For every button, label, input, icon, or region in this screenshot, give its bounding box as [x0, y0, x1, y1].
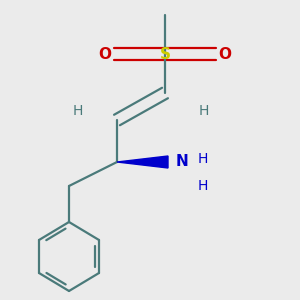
Text: S: S	[160, 46, 170, 62]
Text: H: H	[199, 104, 209, 118]
Text: H: H	[197, 179, 208, 193]
Text: O: O	[98, 46, 112, 62]
Polygon shape	[117, 156, 168, 168]
Text: H: H	[73, 104, 83, 118]
Text: O: O	[218, 46, 232, 62]
Text: N: N	[176, 154, 188, 169]
Text: H: H	[197, 152, 208, 166]
